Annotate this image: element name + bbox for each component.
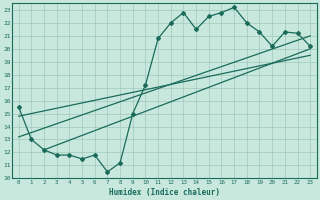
X-axis label: Humidex (Indice chaleur): Humidex (Indice chaleur) bbox=[109, 188, 220, 197]
